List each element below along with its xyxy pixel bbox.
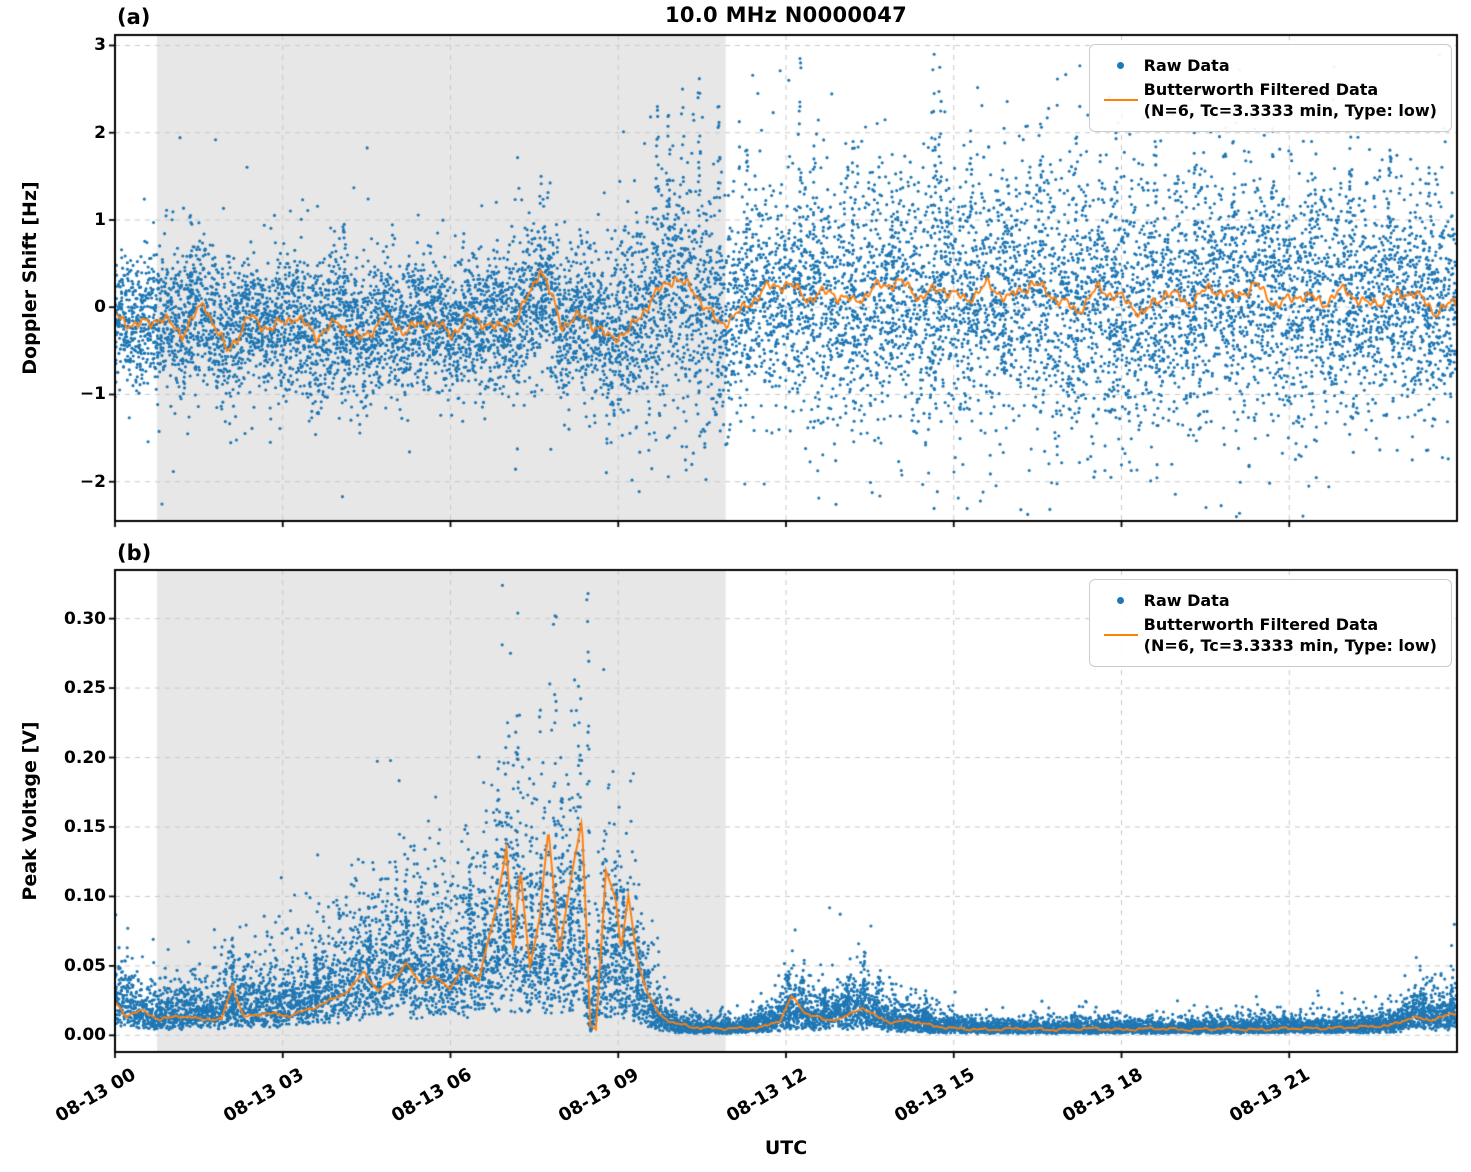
x-tick-label: 08-13 12 bbox=[723, 1064, 811, 1127]
y-tick-label: 2 bbox=[94, 122, 106, 143]
x-tick-label: 08-13 09 bbox=[555, 1064, 643, 1127]
y-tick-label: 0.20 bbox=[64, 747, 106, 768]
y-tick-label: −2 bbox=[79, 471, 106, 492]
legend-filtered-label-line2: (N=6, Tc=3.3333 min, Type: low) bbox=[1143, 636, 1437, 656]
filtered-line-icon bbox=[1103, 634, 1138, 637]
legend-filtered-label-line1: Butterworth Filtered Data bbox=[1143, 80, 1379, 100]
x-tick-label: 08-13 21 bbox=[1226, 1064, 1314, 1127]
x-tick-label: 08-13 15 bbox=[890, 1064, 979, 1127]
legend-row-filtered: Butterworth Filtered Data (N=6, Tc=3.333… bbox=[1098, 79, 1437, 121]
legend-row-raw: Raw Data bbox=[1098, 590, 1437, 611]
y-tick-label: 3 bbox=[94, 35, 106, 56]
x-axis-label: UTC bbox=[764, 1137, 808, 1159]
y-tick-label: 0.10 bbox=[64, 886, 106, 907]
raw-data-dot-icon bbox=[1117, 62, 1125, 70]
y-tick-label: 0.15 bbox=[64, 816, 106, 837]
legend-filtered-label: Butterworth Filtered Data (N=6, Tc=3.333… bbox=[1144, 79, 1437, 121]
legend-raw-label: Raw Data bbox=[1143, 56, 1230, 75]
legend-panel-a: Raw Data Butterworth Filtered Data (N=6,… bbox=[1088, 44, 1452, 133]
legend-panel-b: Raw Data Butterworth Filtered Data (N=6,… bbox=[1088, 579, 1452, 668]
x-tick-label: 08-13 00 bbox=[52, 1064, 140, 1127]
x-tick-label: 08-13 03 bbox=[219, 1064, 308, 1127]
y-tick-label: 0.30 bbox=[64, 608, 106, 629]
y-tick-label: 0 bbox=[94, 297, 106, 318]
legend-filtered-label: Butterworth Filtered Data (N=6, Tc=3.333… bbox=[1144, 614, 1437, 656]
filtered-line-icon bbox=[1103, 99, 1138, 102]
raw-data-marker-cell bbox=[1098, 62, 1144, 70]
doppler-y-axis-label: Doppler Shift [Hz] bbox=[19, 181, 41, 375]
legend-filtered-label-line2: (N=6, Tc=3.3333 min, Type: low) bbox=[1143, 101, 1437, 121]
raw-data-dot-icon bbox=[1117, 597, 1125, 605]
legend-row-raw: Raw Data bbox=[1098, 55, 1437, 76]
y-tick-label: −1 bbox=[79, 384, 106, 405]
filtered-marker-cell bbox=[1098, 634, 1144, 637]
voltage-y-axis-label: Peak Voltage [V] bbox=[19, 721, 41, 901]
y-tick-label: 1 bbox=[94, 209, 106, 230]
x-tick-label: 08-13 18 bbox=[1058, 1064, 1146, 1127]
filtered-marker-cell bbox=[1098, 99, 1144, 102]
legend-raw-label: Raw Data bbox=[1143, 591, 1230, 610]
y-tick-label: 0.00 bbox=[64, 1025, 106, 1046]
legend-row-filtered: Butterworth Filtered Data (N=6, Tc=3.333… bbox=[1098, 614, 1437, 656]
legend-filtered-label-line1: Butterworth Filtered Data bbox=[1143, 615, 1379, 635]
y-tick-label: 0.25 bbox=[64, 678, 106, 699]
x-tick-label: 08-13 06 bbox=[387, 1064, 475, 1127]
y-tick-label: 0.05 bbox=[64, 955, 106, 976]
raw-data-marker-cell bbox=[1098, 597, 1144, 605]
